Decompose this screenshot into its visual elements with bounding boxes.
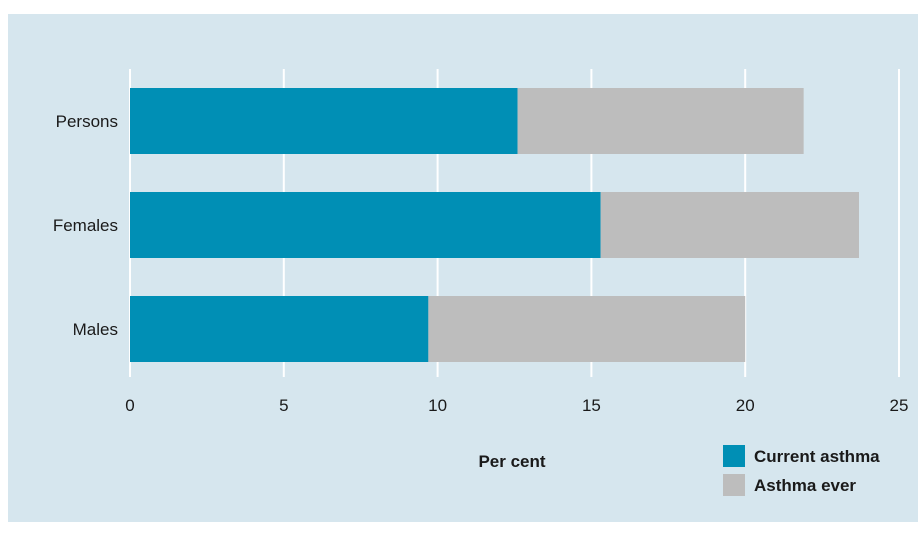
category-labels: Persons Females Males — [53, 112, 118, 339]
x-tick-5: 5 — [279, 396, 288, 415]
legend-label-current-asthma: Current asthma — [754, 447, 880, 466]
x-tick-15: 15 — [582, 396, 601, 415]
category-label-males: Males — [73, 320, 118, 339]
bar-females-current-asthma — [130, 192, 601, 258]
bars — [130, 88, 860, 362]
legend: Current asthma Asthma ever — [723, 445, 880, 496]
x-tick-labels: 0 5 10 15 20 25 — [125, 396, 908, 415]
x-tick-10: 10 — [428, 396, 447, 415]
x-tick-20: 20 — [736, 396, 755, 415]
legend-label-asthma-ever: Asthma ever — [754, 476, 856, 495]
x-tick-25: 25 — [890, 396, 909, 415]
bar-males-current-asthma — [130, 296, 429, 362]
x-axis-label: Per cent — [478, 452, 545, 471]
x-tick-0: 0 — [125, 396, 134, 415]
bar-males-asthma-ever — [428, 296, 746, 362]
legend-swatch-asthma-ever — [723, 474, 745, 496]
chart-panel: 0 5 10 15 20 25 Persons Females Males Per cent … — [8, 14, 918, 522]
bar-persons-asthma-ever — [517, 88, 804, 154]
category-label-persons: Persons — [56, 112, 118, 131]
legend-swatch-current-asthma — [723, 445, 745, 467]
bar-females-asthma-ever — [600, 192, 860, 258]
category-label-females: Females — [53, 216, 118, 235]
bar-persons-current-asthma — [130, 88, 518, 154]
